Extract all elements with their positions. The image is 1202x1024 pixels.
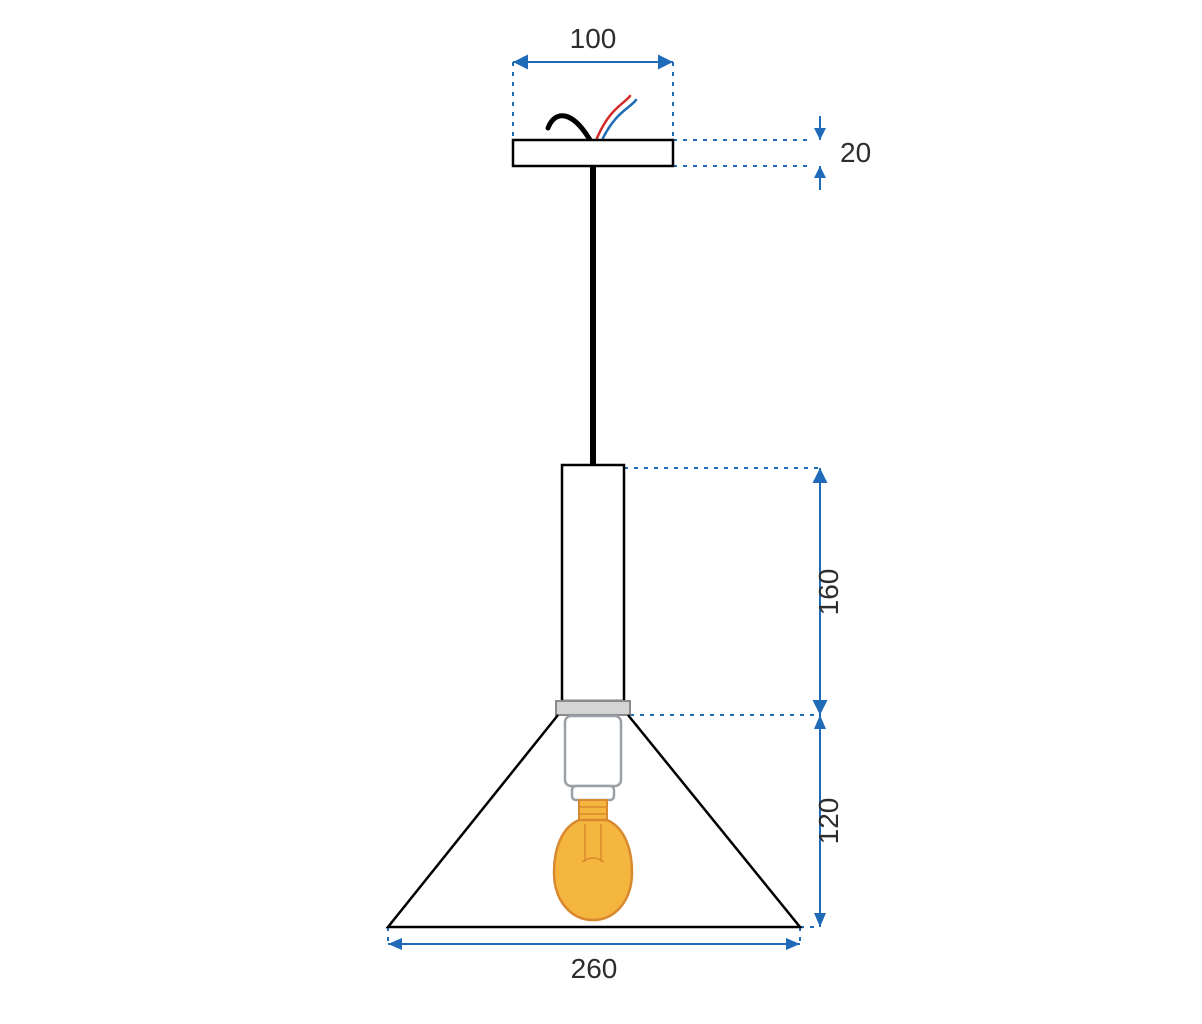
- label-canopy-height: 20: [840, 137, 871, 168]
- dim-canopy-height: [809, 116, 840, 190]
- light-bulb-icon: [554, 800, 632, 920]
- wire-red-icon: [597, 96, 630, 138]
- label-shade-width: 260: [571, 953, 618, 984]
- lamp-dimension-diagram: 100 20 160 120 260: [0, 0, 1202, 1024]
- lamp-drawing: [388, 96, 800, 927]
- connector-ring: [556, 701, 630, 715]
- bulb-socket: [565, 716, 621, 800]
- canopy: [513, 140, 673, 166]
- mains-wire: [548, 96, 636, 140]
- label-canopy-width: 100: [570, 23, 617, 54]
- label-body-height: 160: [813, 569, 844, 616]
- label-shade-height: 120: [813, 798, 844, 845]
- cord: [590, 166, 596, 465]
- lamp-body-cylinder: [562, 465, 624, 701]
